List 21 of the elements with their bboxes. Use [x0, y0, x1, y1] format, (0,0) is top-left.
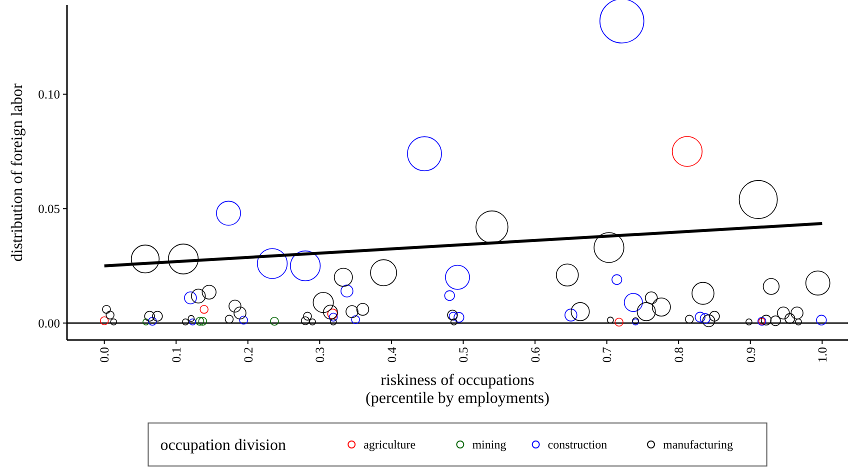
x-tick-label: 0.9: [744, 347, 758, 363]
x-tick-label: 0.6: [528, 347, 542, 363]
x-tick-label: 0.5: [456, 347, 471, 363]
y-tick-label: 0.05: [38, 202, 60, 216]
y-tick-label: 0.00: [38, 316, 60, 330]
x-tick-label: 0.3: [313, 347, 328, 363]
x-tick-label: 0.2: [241, 347, 256, 363]
x-tick-label: 0.7: [600, 347, 614, 363]
legend-label: mining: [472, 438, 506, 452]
legend-label: manufacturing: [663, 438, 733, 452]
y-axis-title: distribution of foreign labor: [9, 82, 26, 262]
legend-label: agriculture: [364, 438, 416, 452]
x-tick-label: 1.0: [816, 347, 830, 363]
x-tick-label: 0.4: [384, 346, 399, 363]
x-axis-title: riskiness of occupations (percentile by employments): [366, 372, 550, 407]
legend-title: occupation division: [160, 437, 286, 454]
y-tick-label: 0.10: [38, 88, 60, 102]
x-tick-label: 0.1: [169, 347, 184, 363]
x-tick-label: 0.0: [98, 347, 112, 363]
legend-label: construction: [548, 438, 608, 452]
x-tick-label: 0.8: [672, 347, 686, 363]
